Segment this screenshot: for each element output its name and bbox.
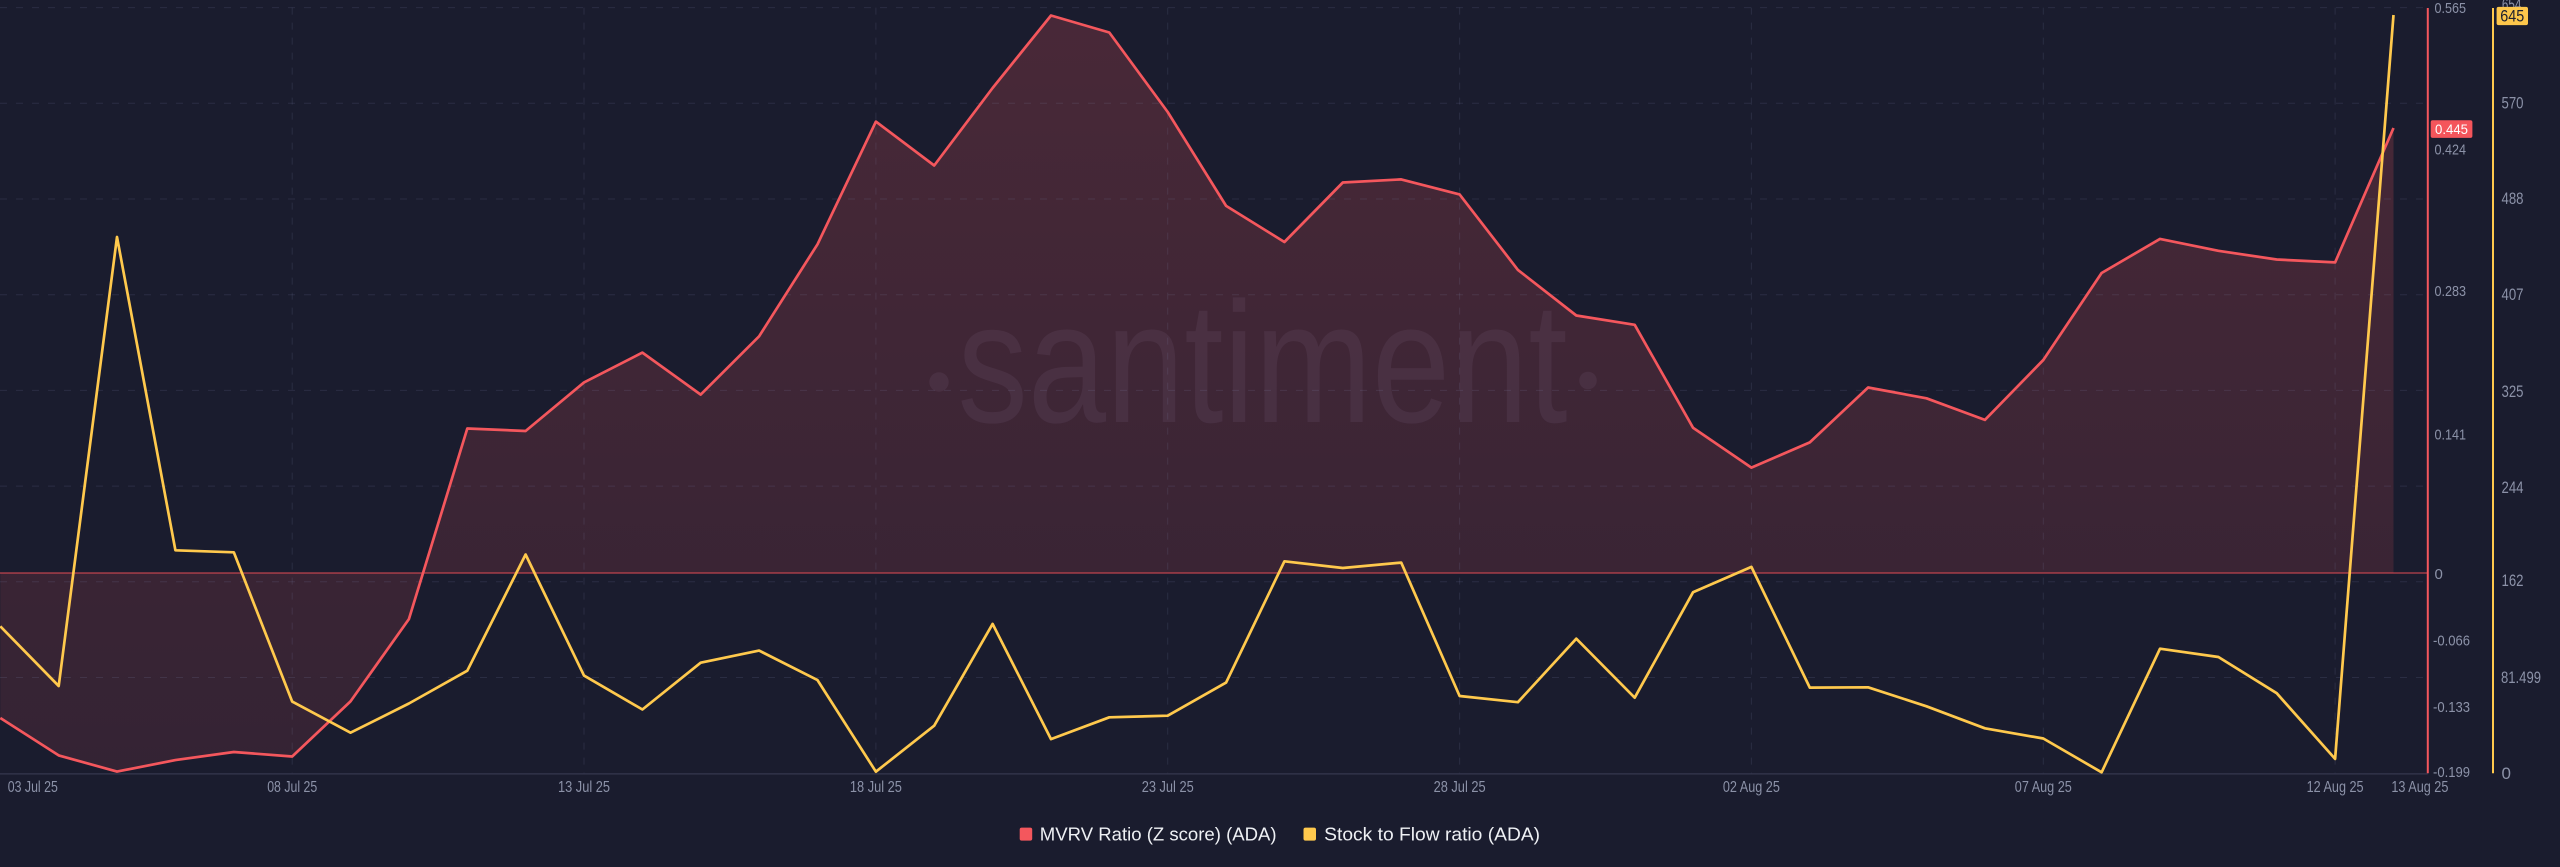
svg-text:488: 488 bbox=[2502, 189, 2524, 208]
svg-text:0.445: 0.445 bbox=[2435, 121, 2468, 137]
svg-text:MVRV Ratio (Z score) (ADA): MVRV Ratio (Z score) (ADA) bbox=[1040, 824, 1277, 844]
svg-text:03 Jul 25: 03 Jul 25 bbox=[8, 779, 58, 796]
svg-text:244: 244 bbox=[2502, 478, 2524, 497]
svg-text:570: 570 bbox=[2502, 94, 2524, 113]
svg-text:0.424: 0.424 bbox=[2435, 141, 2467, 158]
svg-text:23 Jul 25: 23 Jul 25 bbox=[1142, 779, 1194, 796]
svg-text:0: 0 bbox=[2435, 566, 2443, 583]
svg-text:13 Aug 25: 13 Aug 25 bbox=[2391, 779, 2448, 796]
svg-text:162: 162 bbox=[2502, 571, 2524, 590]
svg-text:0.283: 0.283 bbox=[2435, 283, 2467, 300]
svg-text:0.141: 0.141 bbox=[2435, 426, 2467, 443]
svg-text:02 Aug 25: 02 Aug 25 bbox=[1723, 779, 1780, 796]
svg-text:28 Jul 25: 28 Jul 25 bbox=[1434, 779, 1486, 796]
svg-text:santiment: santiment bbox=[958, 267, 1568, 459]
svg-text:-0.133: -0.133 bbox=[2433, 699, 2470, 716]
svg-text:08 Jul 25: 08 Jul 25 bbox=[267, 779, 317, 796]
svg-text:-0.199: -0.199 bbox=[2433, 764, 2470, 781]
svg-text:13 Jul 25: 13 Jul 25 bbox=[558, 779, 610, 796]
svg-text:12 Aug 25: 12 Aug 25 bbox=[2307, 779, 2364, 796]
svg-text:0.565: 0.565 bbox=[2435, 0, 2467, 17]
svg-text:Stock to Flow ratio (ADA): Stock to Flow ratio (ADA) bbox=[1324, 824, 1540, 844]
svg-text:645: 645 bbox=[2500, 7, 2524, 26]
svg-text:07 Aug 25: 07 Aug 25 bbox=[2015, 779, 2072, 796]
svg-text:407: 407 bbox=[2502, 285, 2524, 304]
svg-text:81.499: 81.499 bbox=[2501, 668, 2541, 687]
svg-text:0: 0 bbox=[2502, 764, 2511, 783]
svg-text:18 Jul 25: 18 Jul 25 bbox=[850, 779, 902, 796]
svg-text:-0.066: -0.066 bbox=[2433, 632, 2470, 649]
svg-text:325: 325 bbox=[2502, 382, 2524, 401]
